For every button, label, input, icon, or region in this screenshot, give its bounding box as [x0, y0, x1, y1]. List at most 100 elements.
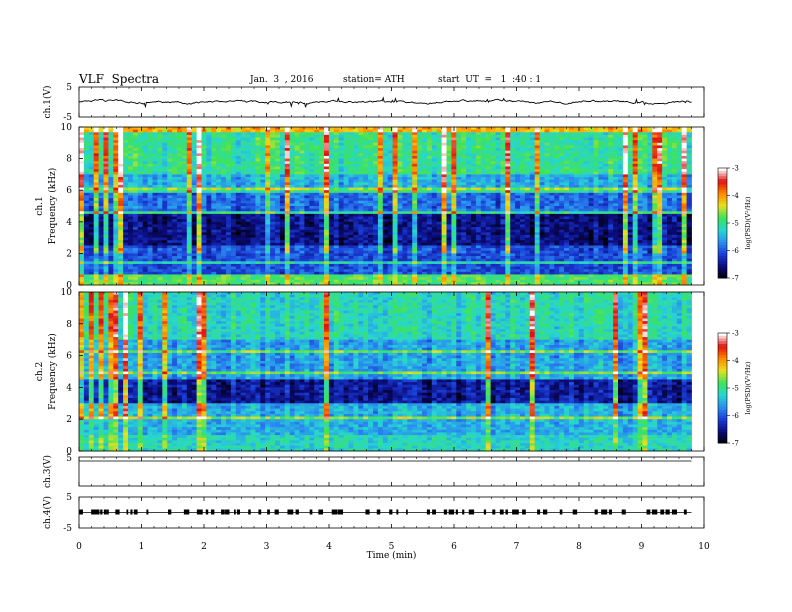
heatmap-cell	[534, 163, 540, 167]
heatmap-cell	[573, 171, 580, 175]
heatmap-cell	[407, 198, 413, 202]
heatmap-cell	[377, 140, 384, 144]
heatmap-cell	[226, 129, 232, 133]
heatmap-cell	[152, 153, 158, 157]
heatmap-cell	[289, 187, 295, 191]
heatmap-cell	[495, 195, 501, 199]
heatmap-cell	[461, 221, 467, 225]
heatmap-cell	[260, 153, 266, 157]
heatmap-cell	[593, 174, 599, 178]
heatmap-cell	[559, 187, 565, 191]
heatmap-cell	[524, 158, 531, 162]
heatmap-cell	[402, 155, 408, 159]
heatmap-cell	[240, 227, 246, 231]
heatmap-cell	[275, 195, 281, 199]
heatmap-cell	[500, 145, 506, 149]
heatmap-cell	[328, 224, 335, 228]
heatmap-cell	[157, 190, 163, 194]
heatmap-cell	[265, 192, 271, 196]
heatmap-cell	[564, 174, 570, 178]
heatmap-cell	[422, 169, 428, 173]
heatmap-cell	[485, 158, 491, 162]
heatmap-cell	[260, 184, 266, 188]
heatmap-cell	[632, 198, 638, 202]
heatmap-cell	[529, 150, 536, 154]
heatmap-cell	[608, 216, 614, 220]
heatmap-cell	[319, 166, 325, 170]
heatmap-cell	[608, 213, 614, 217]
heatmap-cell	[83, 166, 90, 170]
heatmap-cell	[343, 161, 349, 165]
heatmap-cell	[186, 224, 193, 228]
heatmap-cell	[613, 187, 619, 191]
heatmap-cell	[240, 153, 246, 157]
heatmap-cell	[657, 171, 663, 175]
heatmap-cell	[260, 163, 266, 167]
heatmap-cell	[235, 163, 242, 167]
heatmap-cell	[265, 132, 271, 136]
heatmap-cell	[201, 155, 207, 159]
heatmap-cell	[108, 216, 114, 220]
heatmap-cell	[539, 227, 545, 231]
heatmap-cell	[652, 145, 658, 149]
heatmap-cell	[490, 221, 496, 225]
heatmap-cell	[279, 142, 286, 146]
heatmap-cell	[265, 137, 271, 141]
heatmap-cell	[211, 216, 217, 220]
heatmap-cell	[573, 158, 580, 162]
heatmap-cell	[294, 213, 300, 217]
heatmap-cell	[441, 192, 447, 196]
heatmap-cell	[294, 190, 300, 194]
heatmap-cell	[593, 132, 599, 136]
heatmap-cell	[79, 145, 85, 149]
heatmap-cell	[113, 163, 119, 167]
heatmap-cell	[157, 219, 163, 223]
heatmap-cell	[446, 134, 452, 138]
heatmap-cell	[314, 206, 320, 210]
heatmap-cell	[172, 132, 178, 136]
heatmap-cell	[387, 227, 393, 231]
heatmap-cell	[353, 155, 359, 159]
heatmap-cell	[338, 182, 344, 186]
heatmap-cell	[407, 153, 413, 157]
heatmap-cell	[181, 169, 188, 173]
heatmap-cell	[128, 153, 134, 157]
heatmap-cell	[441, 211, 447, 215]
heatmap-cell	[549, 134, 555, 138]
start-time-label: start UT = 1 :40 : 1	[438, 75, 542, 85]
heatmap-cell	[417, 134, 423, 138]
heatmap-cell	[186, 213, 193, 217]
heatmap-cell	[235, 179, 242, 183]
heatmap-cell	[554, 177, 560, 181]
heatmap-cell	[177, 208, 183, 212]
heatmap-cell	[103, 166, 109, 170]
heatmap-cell	[632, 195, 638, 199]
heatmap-cell	[392, 137, 398, 141]
heatmap-cell	[162, 127, 168, 131]
heatmap-cell	[353, 171, 359, 175]
heatmap-cell	[422, 145, 428, 149]
heatmap-cell	[676, 137, 683, 141]
heatmap-cell	[686, 216, 692, 220]
heatmap-cell	[632, 163, 638, 167]
heatmap-cell	[319, 179, 325, 183]
heatmap-cell	[490, 171, 496, 175]
heatmap-cell	[618, 158, 624, 162]
heatmap-cell	[294, 169, 300, 173]
heatmap-cell	[456, 213, 462, 217]
heatmap-cell	[103, 169, 109, 173]
heatmap-cell	[211, 174, 217, 178]
heatmap-cell	[275, 129, 281, 133]
heatmap-cell	[98, 166, 104, 170]
heatmap-cell	[245, 142, 251, 146]
heatmap-cell	[299, 153, 305, 157]
heatmap-cell	[211, 148, 217, 152]
heatmap-cell	[172, 227, 178, 231]
heatmap-cell	[113, 132, 119, 136]
heatmap-cell	[230, 221, 237, 225]
heatmap-cell	[206, 132, 212, 136]
heatmap-cell	[598, 163, 604, 167]
heatmap-cell	[598, 155, 604, 159]
heatmap-cell	[299, 140, 305, 144]
heatmap-cell	[461, 187, 467, 191]
